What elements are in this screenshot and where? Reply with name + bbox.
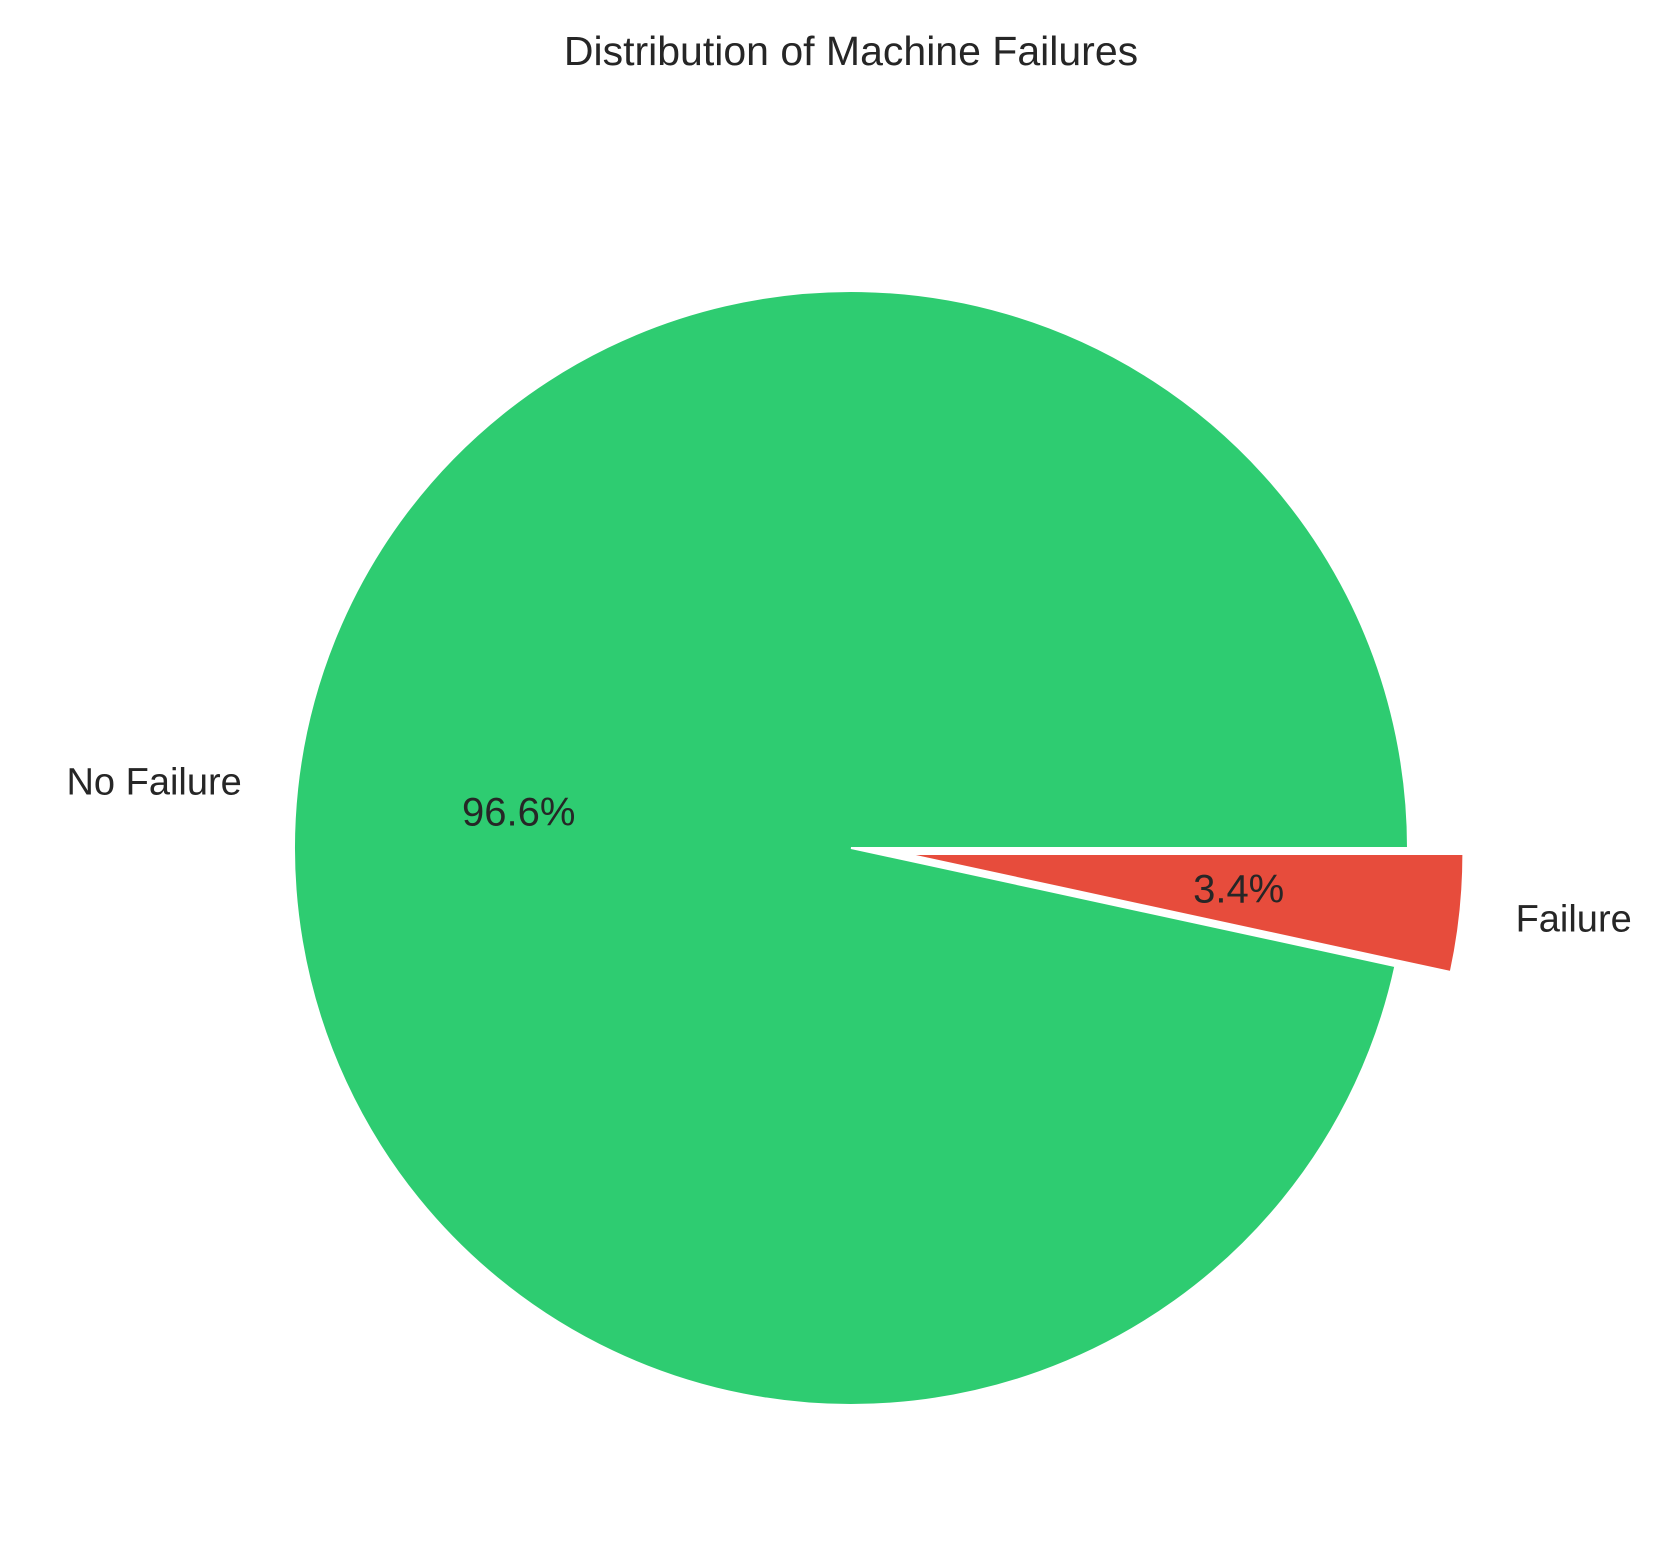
slice-label-failure: Failure [1516, 898, 1632, 940]
pie-slice-failure [906, 852, 1465, 974]
slice-label-no-failure: No Failure [66, 762, 241, 804]
pct-label-failure: 3.4% [1193, 868, 1284, 912]
pie-slice-no-failure [293, 290, 1410, 1406]
pie-slices [293, 290, 1465, 1406]
pct-label-no-failure: 96.6% [462, 790, 575, 834]
chart-title: Distribution of Machine Failures [564, 28, 1138, 74]
pie-labels: No Failure 96.6% Failure 3.4% [66, 762, 1631, 941]
